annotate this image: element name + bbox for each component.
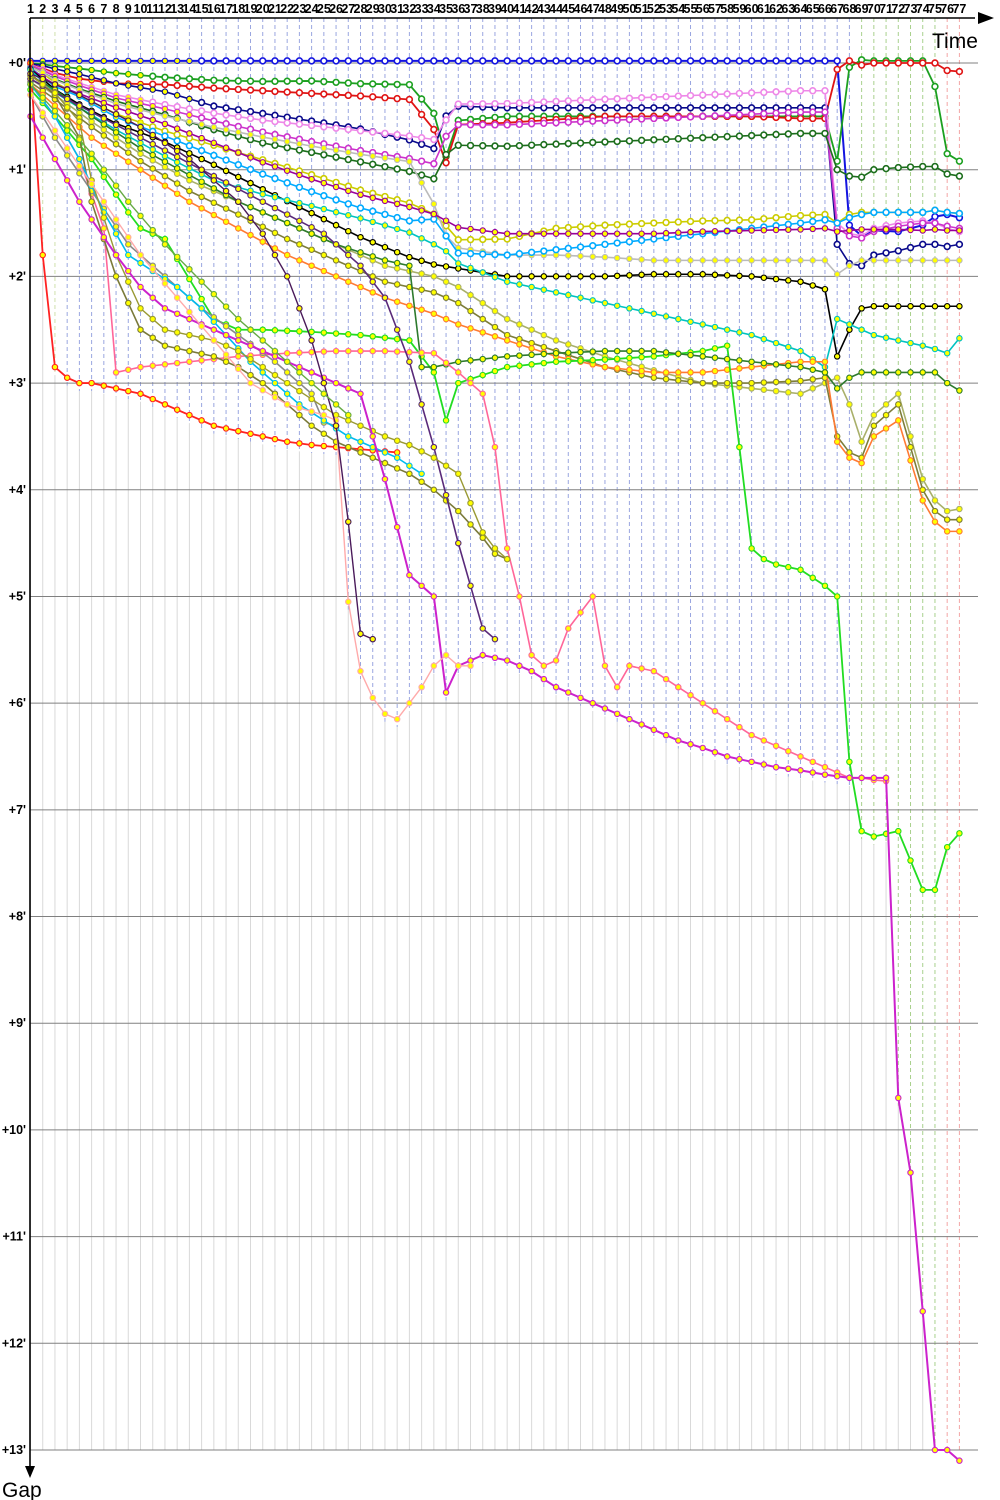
svg-text:9: 9 [125, 2, 132, 16]
svg-text:+11': +11' [3, 1230, 27, 1244]
svg-text:Time: Time [932, 30, 978, 53]
svg-text:7: 7 [100, 2, 107, 16]
svg-text:+10': +10' [2, 1123, 26, 1137]
svg-text:4: 4 [64, 2, 71, 16]
svg-text:+0': +0' [9, 56, 26, 70]
svg-text:+12': +12' [2, 1336, 26, 1350]
svg-text:1: 1 [27, 2, 34, 16]
svg-text:8: 8 [113, 2, 120, 16]
svg-text:6: 6 [88, 2, 95, 16]
svg-text:Gap: Gap [2, 1479, 42, 1500]
svg-text:+4': +4' [9, 483, 26, 497]
svg-text:+1': +1' [9, 163, 26, 177]
svg-text:3: 3 [51, 2, 58, 16]
svg-text:77: 77 [952, 2, 966, 16]
svg-text:+7': +7' [9, 803, 26, 817]
svg-text:+5': +5' [9, 589, 26, 603]
svg-text:+2': +2' [9, 269, 26, 283]
svg-text:+3': +3' [9, 376, 26, 390]
svg-text:+8': +8' [9, 910, 26, 924]
svg-text:5: 5 [76, 2, 83, 16]
svg-text:+13': +13' [2, 1443, 26, 1457]
svg-text:+6': +6' [9, 696, 26, 710]
svg-text:2: 2 [39, 2, 46, 16]
svg-text:+9': +9' [9, 1016, 26, 1030]
